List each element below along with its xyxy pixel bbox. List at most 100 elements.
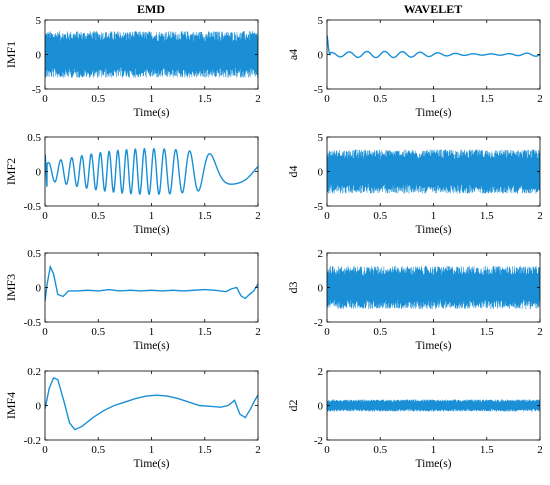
x-axis-label: Time(s)	[416, 458, 452, 470]
x-tick-label: 2	[255, 210, 261, 222]
series-line-d3	[327, 265, 540, 310]
x-tick-label: 1	[149, 326, 155, 338]
x-tick-label: 1	[431, 326, 437, 338]
y-axis-label: d2	[286, 400, 300, 412]
x-tick-label: 0	[42, 210, 48, 222]
series-line-imf4	[45, 376, 258, 431]
y-axis-label: d3	[286, 282, 300, 294]
column-title-wavelet: WAVELET	[404, 2, 462, 16]
x-tick-label: 2	[255, 444, 261, 456]
x-tick-label: 0.5	[91, 326, 105, 338]
x-tick-label: 1	[149, 210, 155, 222]
x-tick-label: 0	[42, 326, 48, 338]
y-axis-label: a4	[286, 49, 300, 60]
x-tick-label: 1	[431, 210, 437, 222]
x-tick-label: 2	[537, 326, 543, 338]
column-title-emd: EMD	[137, 2, 165, 16]
x-tick-label: 0	[324, 210, 330, 222]
y-tick-label: 0.5	[27, 132, 41, 144]
x-axis-label: Time(s)	[134, 458, 170, 470]
x-tick-label: 1.5	[198, 326, 212, 338]
x-tick-label: 1	[431, 93, 437, 105]
y-tick-label: -2	[314, 435, 323, 447]
x-tick-label: 0	[42, 444, 48, 456]
x-tick-label: 1.5	[198, 210, 212, 222]
x-axis-label: Time(s)	[416, 107, 452, 119]
y-tick-label: 0	[36, 167, 42, 179]
series-line-d4	[327, 149, 540, 194]
x-axis-label: Time(s)	[134, 340, 170, 352]
x-tick-label: 2	[255, 326, 261, 338]
x-tick-label: 0	[324, 93, 330, 105]
series-line-a4	[327, 35, 540, 59]
y-tick-label: 0	[36, 283, 42, 295]
x-axis-label: Time(s)	[416, 224, 452, 236]
y-tick-label: 5	[318, 15, 324, 27]
x-tick-label: 1	[149, 444, 155, 456]
y-tick-label: -2	[314, 317, 323, 329]
series-line-imf3	[45, 264, 258, 302]
series-line-d2	[327, 399, 540, 416]
x-tick-label: 1.5	[480, 326, 494, 338]
series-line-imf2	[45, 147, 258, 196]
x-tick-label: 1.5	[480, 444, 494, 456]
y-tick-label: 0	[36, 401, 42, 413]
y-axis-label: IMF1	[4, 41, 18, 68]
x-tick-label: 0	[42, 93, 48, 105]
y-tick-label: 2	[318, 248, 324, 260]
x-tick-label: 2	[537, 93, 543, 105]
x-tick-label: 2	[255, 93, 261, 105]
x-tick-label: 2	[537, 210, 543, 222]
x-tick-label: 0.5	[373, 444, 387, 456]
y-axis-label: d4	[286, 166, 300, 178]
y-tick-label: 0	[318, 283, 324, 295]
x-tick-label: 0.5	[373, 210, 387, 222]
y-tick-label: 0	[318, 50, 324, 62]
x-tick-label: 0.5	[373, 326, 387, 338]
x-tick-label: 1	[431, 444, 437, 456]
y-tick-label: -0.5	[24, 317, 42, 329]
y-axis-label: IMF4	[4, 392, 18, 419]
y-tick-label: 0.2	[27, 366, 41, 378]
x-tick-label: 0.5	[91, 210, 105, 222]
y-axis-label: IMF3	[4, 274, 18, 301]
x-tick-label: 1.5	[198, 444, 212, 456]
y-tick-label: -0.5	[24, 201, 42, 213]
y-axis-label: IMF2	[4, 158, 18, 185]
y-tick-label: 0	[318, 167, 324, 179]
x-tick-label: 1.5	[480, 210, 494, 222]
y-tick-label: 2	[318, 366, 324, 378]
y-tick-label: -5	[314, 84, 324, 96]
x-tick-label: 0.5	[91, 444, 105, 456]
x-tick-label: 0	[324, 444, 330, 456]
y-tick-label: -5	[314, 201, 324, 213]
series-line-imf1	[45, 31, 258, 78]
x-axis-label: Time(s)	[416, 340, 452, 352]
x-tick-label: 1	[149, 93, 155, 105]
x-tick-label: 0.5	[91, 93, 105, 105]
axes-box	[44, 252, 259, 323]
y-tick-label: 5	[36, 15, 42, 27]
y-tick-label: 0.5	[27, 248, 41, 260]
y-tick-label: -5	[32, 84, 42, 96]
x-tick-label: 2	[537, 444, 543, 456]
x-tick-label: 1.5	[198, 93, 212, 105]
y-tick-label: 0	[318, 401, 324, 413]
y-tick-label: 5	[318, 132, 324, 144]
x-axis-label: Time(s)	[134, 107, 170, 119]
x-axis-label: Time(s)	[134, 224, 170, 236]
x-tick-label: 0.5	[373, 93, 387, 105]
y-tick-label: -0.2	[24, 435, 41, 447]
y-tick-label: 0	[36, 50, 42, 62]
x-tick-label: 1.5	[480, 93, 494, 105]
x-tick-label: 0	[324, 326, 330, 338]
